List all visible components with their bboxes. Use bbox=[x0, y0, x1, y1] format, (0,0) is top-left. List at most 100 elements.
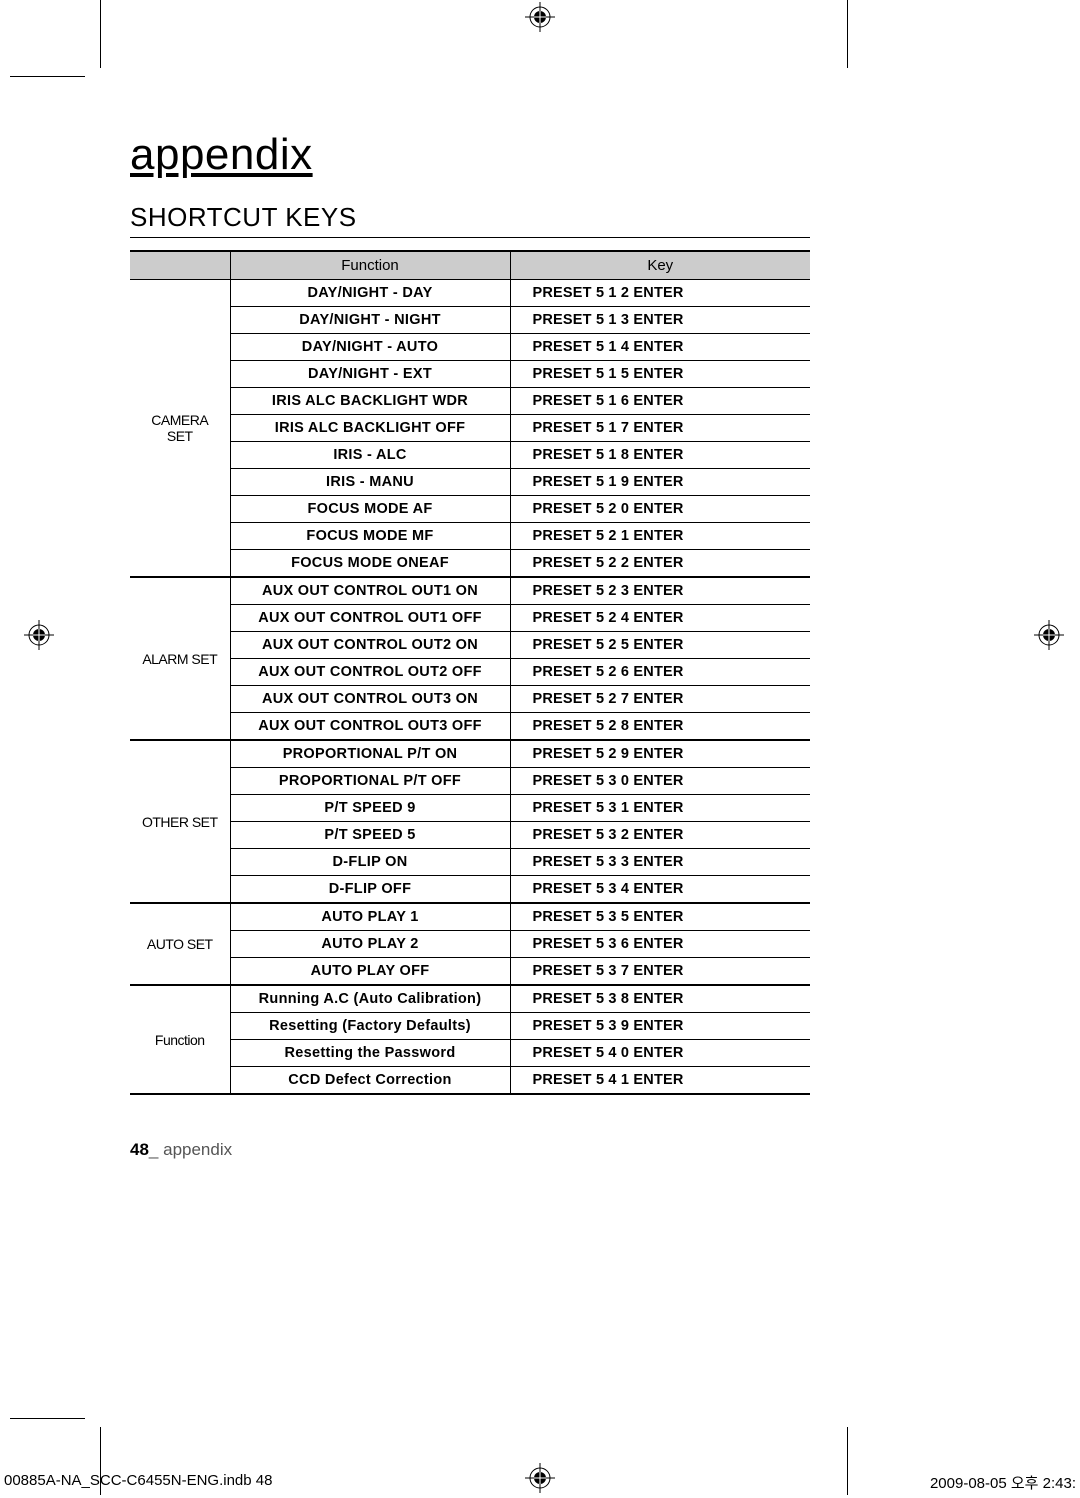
table-cell-function: Resetting the Password bbox=[230, 1040, 510, 1067]
table-cell-key: PRESET 5 2 3 ENTER bbox=[510, 577, 810, 605]
table-group-label: ALARM SET bbox=[130, 577, 230, 740]
table-group-label: Function bbox=[130, 985, 230, 1094]
table-row: AUX OUT CONTROL OUT1 OFFPRESET 5 2 4 ENT… bbox=[130, 605, 810, 632]
table-cell-function: AUX OUT CONTROL OUT3 ON bbox=[230, 686, 510, 713]
table-row: AUX OUT CONTROL OUT2 ONPRESET 5 2 5 ENTE… bbox=[130, 632, 810, 659]
page-footer-label: _ bbox=[149, 1140, 163, 1159]
table-cell-key: PRESET 5 1 2 ENTER bbox=[510, 280, 810, 307]
table-row: P/T SPEED 5PRESET 5 3 2 ENTER bbox=[130, 822, 810, 849]
table-row: IRIS - MANUPRESET 5 1 9 ENTER bbox=[130, 469, 810, 496]
table-row: P/T SPEED 9PRESET 5 3 1 ENTER bbox=[130, 795, 810, 822]
table-cell-key: PRESET 5 2 6 ENTER bbox=[510, 659, 810, 686]
table-cell-function: AUX OUT CONTROL OUT2 ON bbox=[230, 632, 510, 659]
table-cell-function: IRIS ALC BACKLIGHT OFF bbox=[230, 415, 510, 442]
table-cell-function: DAY/NIGHT - DAY bbox=[230, 280, 510, 307]
table-row: D-FLIP OFFPRESET 5 3 4 ENTER bbox=[130, 876, 810, 904]
table-cell-key: PRESET 5 2 8 ENTER bbox=[510, 713, 810, 741]
table-cell-function: CCD Defect Correction bbox=[230, 1067, 510, 1095]
table-cell-function: IRIS - MANU bbox=[230, 469, 510, 496]
table-cell-function: FOCUS MODE ONEAF bbox=[230, 550, 510, 578]
registration-mark-icon bbox=[1034, 620, 1064, 650]
table-cell-key: PRESET 5 3 3 ENTER bbox=[510, 849, 810, 876]
table-cell-key: PRESET 5 2 1 ENTER bbox=[510, 523, 810, 550]
table-group-label: OTHER SET bbox=[130, 740, 230, 903]
table-cell-key: PRESET 5 2 7 ENTER bbox=[510, 686, 810, 713]
table-cell-key: PRESET 5 3 0 ENTER bbox=[510, 768, 810, 795]
table-cell-key: PRESET 5 3 8 ENTER bbox=[510, 985, 810, 1013]
table-cell-function: AUX OUT CONTROL OUT1 OFF bbox=[230, 605, 510, 632]
table-row: AUX OUT CONTROL OUT3 OFFPRESET 5 2 8 ENT… bbox=[130, 713, 810, 741]
shortcut-keys-table: Function Key CAMERA SETDAY/NIGHT - DAYPR… bbox=[130, 250, 810, 1095]
table-cell-function: P/T SPEED 5 bbox=[230, 822, 510, 849]
table-row: DAY/NIGHT - NIGHTPRESET 5 1 3 ENTER bbox=[130, 307, 810, 334]
table-cell-key: PRESET 5 2 5 ENTER bbox=[510, 632, 810, 659]
table-cell-function: AUX OUT CONTROL OUT2 OFF bbox=[230, 659, 510, 686]
table-cell-function: FOCUS MODE MF bbox=[230, 523, 510, 550]
table-cell-key: PRESET 5 1 5 ENTER bbox=[510, 361, 810, 388]
table-cell-key: PRESET 5 3 1 ENTER bbox=[510, 795, 810, 822]
table-cell-key: PRESET 5 3 7 ENTER bbox=[510, 958, 810, 986]
print-footer: 00885A-NA_SCC-C6455N-ENG.indb 48 2009-08… bbox=[0, 1472, 1080, 1493]
print-footer-left: 00885A-NA_SCC-C6455N-ENG.indb 48 bbox=[4, 1472, 272, 1493]
page-footer-section: appendix bbox=[163, 1140, 232, 1159]
table-cell-function: D-FLIP OFF bbox=[230, 876, 510, 904]
table-row: CCD Defect CorrectionPRESET 5 4 1 ENTER bbox=[130, 1067, 810, 1095]
page-content: appendix SHORTCUT KEYS Function Key CAME… bbox=[130, 130, 810, 1095]
table-cell-key: PRESET 5 2 2 ENTER bbox=[510, 550, 810, 578]
table-cell-function: FOCUS MODE AF bbox=[230, 496, 510, 523]
table-row: IRIS - ALCPRESET 5 1 8 ENTER bbox=[130, 442, 810, 469]
table-row: Resetting (Factory Defaults)PRESET 5 3 9… bbox=[130, 1013, 810, 1040]
table-row: ALARM SETAUX OUT CONTROL OUT1 ONPRESET 5… bbox=[130, 577, 810, 605]
table-row: FOCUS MODE ONEAFPRESET 5 2 2 ENTER bbox=[130, 550, 810, 578]
table-cell-function: Running A.C (Auto Calibration) bbox=[230, 985, 510, 1013]
table-row: IRIS ALC BACKLIGHT WDRPRESET 5 1 6 ENTER bbox=[130, 388, 810, 415]
table-header-key: Key bbox=[510, 251, 810, 280]
table-cell-key: PRESET 5 1 8 ENTER bbox=[510, 442, 810, 469]
table-cell-function: PROPORTIONAL P/T ON bbox=[230, 740, 510, 768]
table-cell-function: D-FLIP ON bbox=[230, 849, 510, 876]
table-row: IRIS ALC BACKLIGHT OFFPRESET 5 1 7 ENTER bbox=[130, 415, 810, 442]
table-cell-function: DAY/NIGHT - NIGHT bbox=[230, 307, 510, 334]
table-cell-function: DAY/NIGHT - AUTO bbox=[230, 334, 510, 361]
table-cell-key: PRESET 5 1 9 ENTER bbox=[510, 469, 810, 496]
page-number: 48 bbox=[130, 1140, 149, 1159]
table-row: CAMERA SETDAY/NIGHT - DAYPRESET 5 1 2 EN… bbox=[130, 280, 810, 307]
page-footer: 48_ appendix bbox=[130, 1140, 232, 1160]
table-row: DAY/NIGHT - EXTPRESET 5 1 5 ENTER bbox=[130, 361, 810, 388]
table-row: D-FLIP ONPRESET 5 3 3 ENTER bbox=[130, 849, 810, 876]
table-row: OTHER SETPROPORTIONAL P/T ONPRESET 5 2 9… bbox=[130, 740, 810, 768]
table-row: PROPORTIONAL P/T OFFPRESET 5 3 0 ENTER bbox=[130, 768, 810, 795]
table-cell-function: Resetting (Factory Defaults) bbox=[230, 1013, 510, 1040]
table-cell-function: AUTO PLAY 1 bbox=[230, 903, 510, 931]
table-row: AUTO PLAY OFFPRESET 5 3 7 ENTER bbox=[130, 958, 810, 986]
table-cell-key: PRESET 5 2 4 ENTER bbox=[510, 605, 810, 632]
table-cell-function: PROPORTIONAL P/T OFF bbox=[230, 768, 510, 795]
table-row: FOCUS MODE AFPRESET 5 2 0 ENTER bbox=[130, 496, 810, 523]
table-cell-key: PRESET 5 1 4 ENTER bbox=[510, 334, 810, 361]
registration-mark-icon bbox=[24, 620, 54, 650]
table-cell-key: PRESET 5 3 9 ENTER bbox=[510, 1013, 810, 1040]
table-row: AUX OUT CONTROL OUT3 ONPRESET 5 2 7 ENTE… bbox=[130, 686, 810, 713]
table-row: AUX OUT CONTROL OUT2 OFFPRESET 5 2 6 ENT… bbox=[130, 659, 810, 686]
table-cell-key: PRESET 5 3 2 ENTER bbox=[510, 822, 810, 849]
registration-mark-icon bbox=[525, 2, 555, 32]
table-cell-function: DAY/NIGHT - EXT bbox=[230, 361, 510, 388]
table-cell-key: PRESET 5 1 6 ENTER bbox=[510, 388, 810, 415]
table-cell-key: PRESET 5 2 9 ENTER bbox=[510, 740, 810, 768]
table-cell-key: PRESET 5 3 4 ENTER bbox=[510, 876, 810, 904]
table-row: AUTO PLAY 2PRESET 5 3 6 ENTER bbox=[130, 931, 810, 958]
table-group-label: AUTO SET bbox=[130, 903, 230, 985]
table-cell-function: P/T SPEED 9 bbox=[230, 795, 510, 822]
table-cell-function: AUTO PLAY 2 bbox=[230, 931, 510, 958]
table-cell-key: PRESET 5 3 6 ENTER bbox=[510, 931, 810, 958]
table-cell-key: PRESET 5 2 0 ENTER bbox=[510, 496, 810, 523]
table-cell-function: AUTO PLAY OFF bbox=[230, 958, 510, 986]
table-cell-key: PRESET 5 4 1 ENTER bbox=[510, 1067, 810, 1095]
table-cell-function: AUX OUT CONTROL OUT1 ON bbox=[230, 577, 510, 605]
table-row: Resetting the PasswordPRESET 5 4 0 ENTER bbox=[130, 1040, 810, 1067]
table-header-function: Function bbox=[230, 251, 510, 280]
table-row: AUTO SETAUTO PLAY 1PRESET 5 3 5 ENTER bbox=[130, 903, 810, 931]
table-header-row: Function Key bbox=[130, 251, 810, 280]
table-cell-function: IRIS ALC BACKLIGHT WDR bbox=[230, 388, 510, 415]
table-cell-key: PRESET 5 3 5 ENTER bbox=[510, 903, 810, 931]
